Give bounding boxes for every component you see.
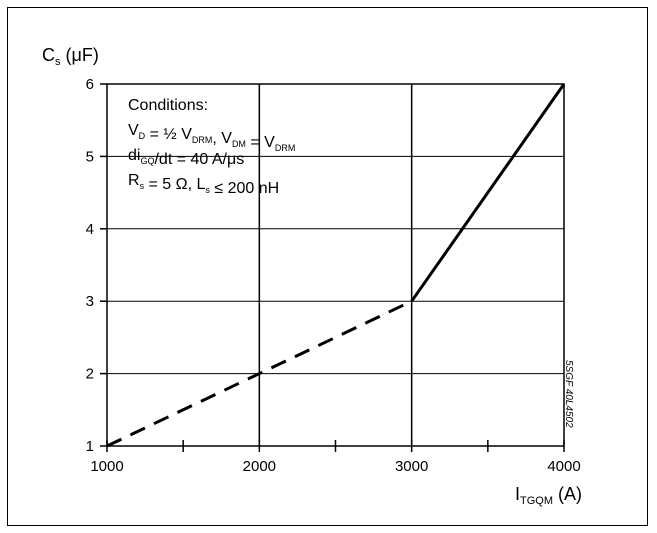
y-tick-label: 5 <box>86 148 94 165</box>
conditions-line-1: VD = ½ VDRM, VDM = VDRM <box>128 122 295 153</box>
y-tick-label: 6 <box>86 76 94 93</box>
conditions-title: Conditions: <box>128 97 208 114</box>
conditions-box <box>118 89 368 199</box>
y-tick-label: 1 <box>86 438 94 455</box>
solid-series-line <box>410 83 566 303</box>
y-axis-label: Cs (μF) <box>42 45 99 68</box>
y-tick-label: 2 <box>86 366 94 383</box>
x-tick-label: 4000 <box>547 458 580 475</box>
series <box>106 83 566 448</box>
axes: 1000 2000 3000 4000 1 2 3 4 5 6 <box>86 76 581 475</box>
conditions-line-2: diGQ/dt = 40 A/μs <box>128 147 244 168</box>
figure-frame <box>7 7 648 526</box>
grid <box>107 84 564 446</box>
dashed-series-line <box>106 299 413 448</box>
y-tick-label: 4 <box>86 221 94 238</box>
reference-code: 5SGF 40L4502 <box>563 360 574 428</box>
x-tick-label: 3000 <box>395 458 428 475</box>
x-axis-label: ITGQM (A) <box>515 484 582 507</box>
x-tick-label: 2000 <box>243 458 276 475</box>
x-tick-label: 1000 <box>90 458 123 475</box>
y-tick-label: 3 <box>86 293 94 310</box>
conditions-annotation: Conditions: VD = ½ VDRM, VDM = VDRM diGQ… <box>128 97 295 197</box>
conditions-line-3: Rs = 5 Ω, Ls ≤ 200 nH <box>128 172 279 197</box>
